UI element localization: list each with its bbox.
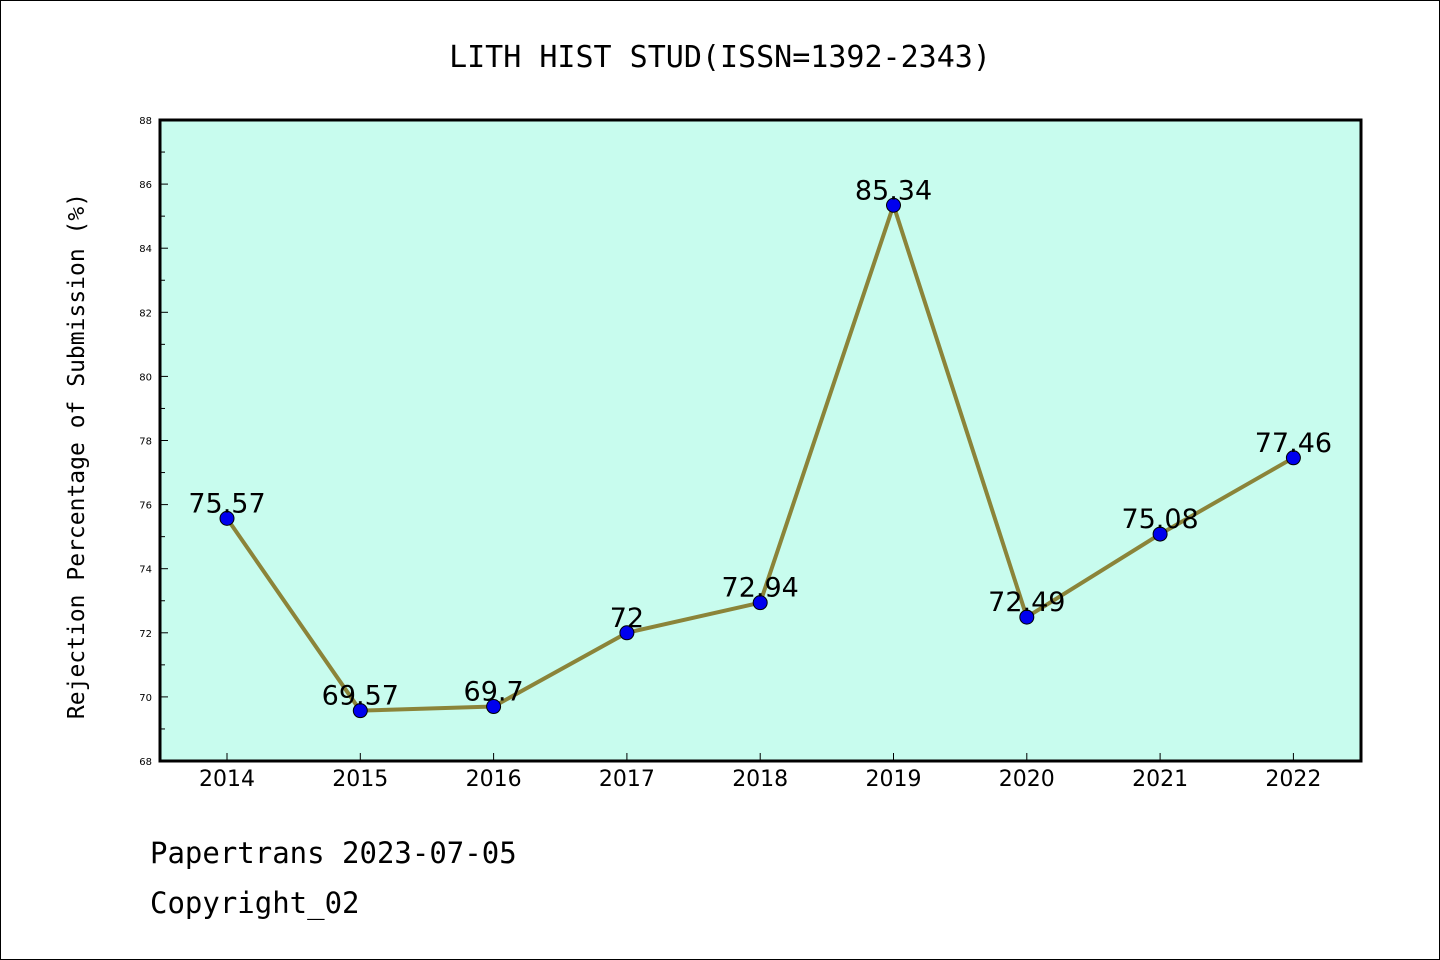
x-tick-label: 2014 <box>199 767 255 792</box>
y-tick-label: 78 <box>139 437 152 448</box>
data-point-marker <box>352 703 368 719</box>
y-tick-label: 68 <box>139 757 152 768</box>
data-point-marker <box>219 510 235 526</box>
y-tick-label: 80 <box>139 372 152 383</box>
y-tick-label: 88 <box>139 116 152 127</box>
data-labels: 75.57 69.57 69.7 72 72.94 85.34 72.49 75.08 77.4… <box>188 175 1332 711</box>
x-tick-label: 2021 <box>1132 767 1188 792</box>
data-point-marker <box>486 699 502 715</box>
plot-area <box>158 118 1363 763</box>
data-label: 85.34 <box>855 175 932 206</box>
x-tick-label: 2015 <box>332 767 388 792</box>
data-label: 72 <box>610 603 644 634</box>
y-axis-label: Rejection Percentage of Submission (%) <box>64 193 90 719</box>
data-label: 77.46 <box>1255 428 1332 459</box>
y-tick-label: 70 <box>139 693 152 704</box>
x-tick-label: 2020 <box>999 767 1055 792</box>
data-point-marker <box>1019 609 1035 625</box>
data-label: 72.49 <box>988 587 1065 618</box>
data-label: 69.57 <box>322 681 399 712</box>
y-tick-label: 74 <box>139 565 152 576</box>
y-tick-label: 72 <box>139 629 152 640</box>
data-label: 75.08 <box>1121 504 1198 535</box>
chart-title: LITH HIST STUD(ISSN=1392-2343) <box>449 40 991 75</box>
y-tick-label: 86 <box>139 180 152 191</box>
x-tick-label: 2017 <box>599 767 655 792</box>
y-tick-label: 76 <box>139 501 152 512</box>
y-tick-label: 84 <box>139 244 152 255</box>
data-point-marker <box>619 625 635 641</box>
y-axis-ticks: 68 70 72 74 76 78 80 82 84 86 88 <box>139 116 168 768</box>
data-point-marker <box>752 595 768 611</box>
footer-copyright-line: Copyright_02 <box>150 886 360 920</box>
data-label: 69.7 <box>464 677 524 708</box>
y-tick-label: 82 <box>139 308 152 319</box>
x-tick-label: 2018 <box>732 767 788 792</box>
data-label: 72.94 <box>722 573 799 604</box>
x-axis-ticks: 2014 2015 2016 2017 2018 2019 2020 2021 2022 <box>199 753 1321 792</box>
x-tick-label: 2016 <box>466 767 522 792</box>
data-point-marker <box>886 197 901 213</box>
footer-source-line: Papertrans 2023-07-05 <box>150 836 517 870</box>
data-point-marker <box>1152 526 1168 542</box>
x-tick-label: 2019 <box>866 767 922 792</box>
series-markers <box>219 197 1301 719</box>
x-tick-label: 2022 <box>1265 767 1321 792</box>
data-label: 75.57 <box>188 488 265 519</box>
data-point-marker <box>1285 450 1301 466</box>
